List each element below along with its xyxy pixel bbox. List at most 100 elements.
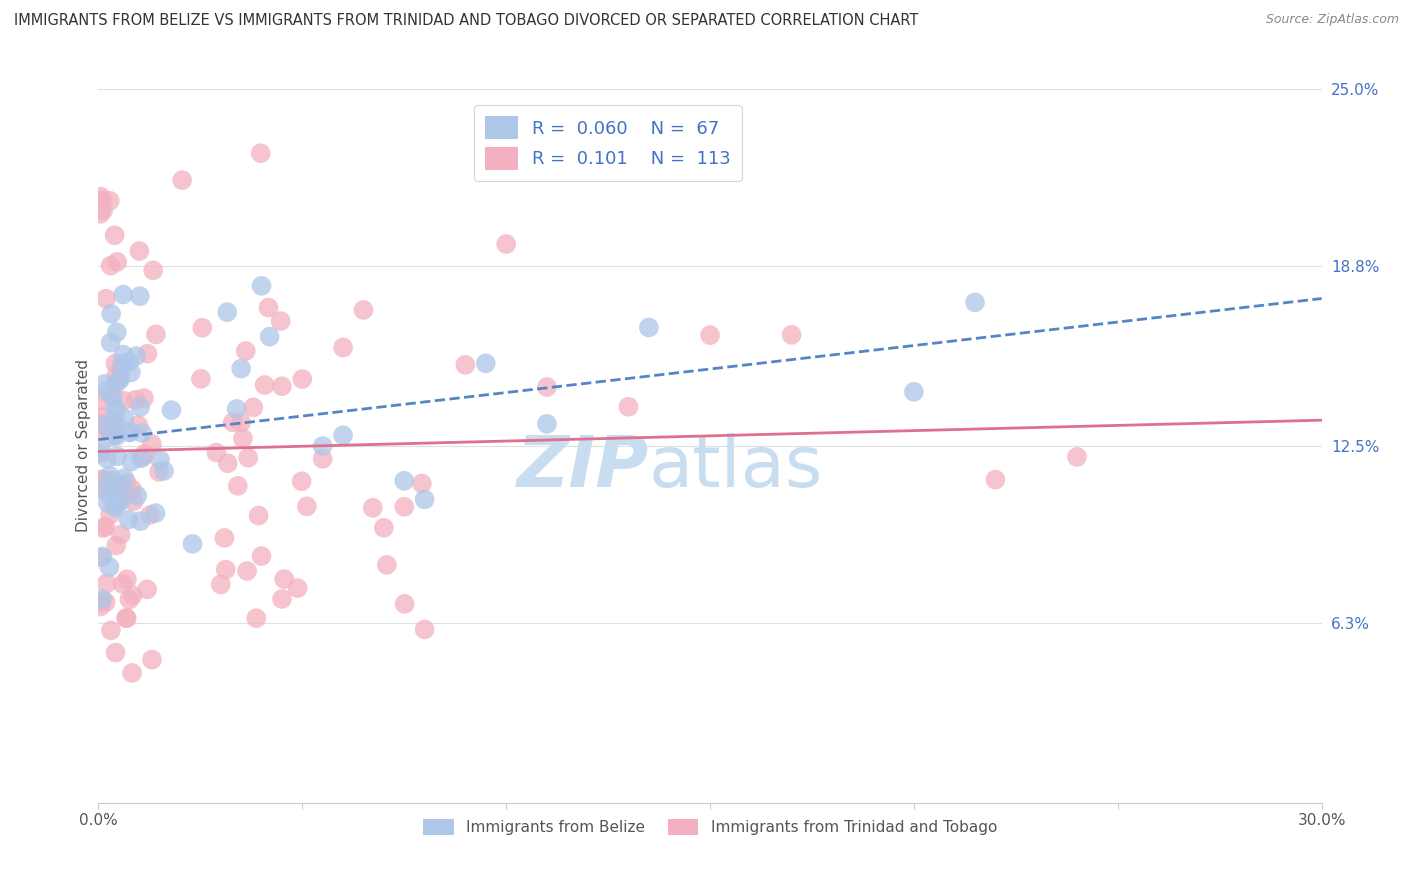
Point — [90, 416, 112, 430]
Point — [105, 429, 128, 443]
Point — [100, 307, 122, 321]
Point — [100, 389, 122, 403]
Text: Source: ZipAtlas.com: Source: ZipAtlas.com — [1265, 13, 1399, 27]
Point — [245, 611, 267, 625]
Point — [136, 346, 159, 360]
Point — [495, 237, 517, 252]
Point — [114, 411, 136, 425]
Point — [91, 480, 114, 494]
Point — [236, 564, 259, 578]
Point — [128, 244, 150, 258]
Point — [222, 415, 245, 429]
Point — [91, 409, 114, 424]
Point — [98, 468, 121, 483]
Point — [98, 425, 121, 439]
Point — [217, 305, 239, 319]
Point — [89, 595, 111, 609]
Point — [98, 560, 121, 574]
Point — [637, 320, 661, 334]
Point — [115, 611, 138, 625]
Point — [115, 475, 138, 490]
Point — [373, 521, 395, 535]
Point — [105, 368, 128, 383]
Point — [270, 379, 294, 393]
Point — [105, 490, 128, 504]
Point — [89, 425, 111, 440]
Point — [232, 432, 254, 446]
Point — [129, 400, 152, 414]
Point — [129, 514, 152, 528]
Point — [89, 393, 111, 408]
Point — [134, 447, 156, 461]
Point — [115, 572, 138, 586]
Point — [295, 500, 318, 514]
Point — [108, 373, 131, 387]
Point — [104, 376, 127, 391]
Point — [91, 591, 114, 606]
Point — [110, 494, 132, 508]
Point — [352, 303, 374, 318]
Point — [104, 417, 127, 431]
Point — [291, 372, 314, 386]
Point — [104, 357, 127, 371]
Point — [108, 371, 131, 385]
Point — [225, 401, 247, 416]
Point — [98, 194, 121, 208]
Text: atlas: atlas — [648, 433, 824, 502]
Point — [90, 550, 112, 565]
Point — [965, 295, 987, 310]
Point — [112, 287, 135, 301]
Point — [141, 437, 163, 451]
Point — [474, 356, 498, 370]
Point — [91, 193, 114, 207]
Point — [172, 173, 194, 187]
Point — [118, 425, 141, 440]
Point — [136, 582, 159, 597]
Point — [112, 471, 135, 485]
Point — [247, 508, 270, 523]
Point — [89, 207, 111, 221]
Point — [190, 372, 212, 386]
Point — [104, 427, 127, 442]
Point — [249, 146, 271, 161]
Point — [105, 401, 128, 416]
Point — [217, 456, 239, 470]
Point — [149, 453, 172, 467]
Point — [120, 454, 142, 468]
Point — [101, 474, 124, 488]
Text: ZIP: ZIP — [516, 433, 648, 502]
Point — [118, 354, 141, 368]
Point — [257, 301, 280, 315]
Point — [148, 465, 170, 479]
Point — [454, 358, 477, 372]
Point — [127, 418, 149, 433]
Point — [145, 327, 167, 342]
Point — [215, 563, 238, 577]
Point — [120, 425, 142, 439]
Point — [112, 393, 135, 408]
Point — [287, 581, 309, 595]
Point — [984, 473, 1007, 487]
Point — [253, 378, 276, 392]
Point — [127, 489, 149, 503]
Point — [118, 592, 141, 607]
Point — [89, 599, 111, 614]
Point — [96, 384, 118, 398]
Point — [181, 537, 204, 551]
Point — [273, 572, 295, 586]
Point — [361, 500, 384, 515]
Point — [312, 439, 335, 453]
Point — [93, 376, 115, 391]
Point — [89, 446, 111, 460]
Point — [1066, 450, 1088, 464]
Point — [105, 255, 128, 269]
Point — [375, 558, 398, 572]
Point — [98, 508, 121, 522]
Point — [394, 597, 416, 611]
Point — [153, 464, 176, 478]
Point — [536, 417, 558, 431]
Point — [110, 527, 132, 541]
Point — [98, 477, 121, 491]
Point — [115, 611, 138, 625]
Point — [121, 483, 143, 497]
